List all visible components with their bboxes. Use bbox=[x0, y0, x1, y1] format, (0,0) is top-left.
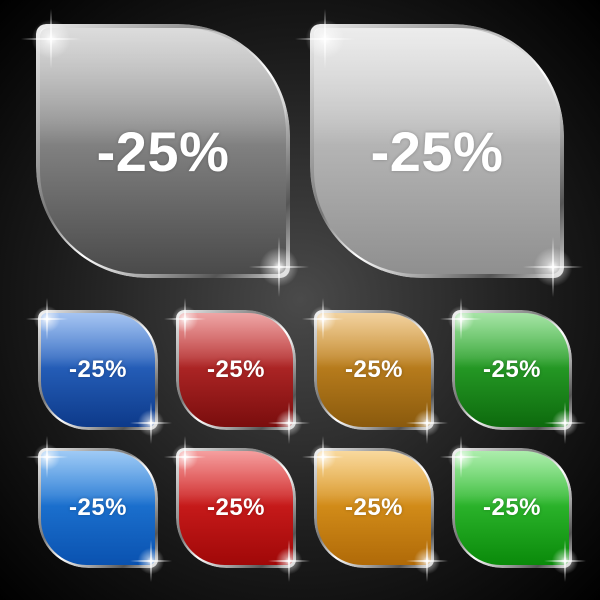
discount-label: -25% bbox=[345, 356, 403, 384]
discount-label: -25% bbox=[371, 119, 504, 184]
small-discount-badge-6[interactable]: -25% bbox=[314, 448, 434, 568]
small-discount-badge-4[interactable]: -25% bbox=[38, 448, 158, 568]
small-discount-badge-1[interactable]: -25% bbox=[176, 310, 296, 430]
discount-label: -25% bbox=[69, 494, 127, 522]
discount-label: -25% bbox=[97, 119, 230, 184]
large-discount-badge-1[interactable]: -25% bbox=[310, 24, 564, 278]
small-discount-badge-3[interactable]: -25% bbox=[452, 310, 572, 430]
small-discount-badge-5[interactable]: -25% bbox=[176, 448, 296, 568]
discount-label: -25% bbox=[207, 356, 265, 384]
small-discount-badge-7[interactable]: -25% bbox=[452, 448, 572, 568]
large-discount-badge-0[interactable]: -25% bbox=[36, 24, 290, 278]
small-discount-badge-2[interactable]: -25% bbox=[314, 310, 434, 430]
discount-label: -25% bbox=[69, 356, 127, 384]
small-discount-badge-0[interactable]: -25% bbox=[38, 310, 158, 430]
discount-label: -25% bbox=[345, 494, 403, 522]
discount-label: -25% bbox=[207, 494, 265, 522]
discount-label: -25% bbox=[483, 356, 541, 384]
discount-label: -25% bbox=[483, 494, 541, 522]
